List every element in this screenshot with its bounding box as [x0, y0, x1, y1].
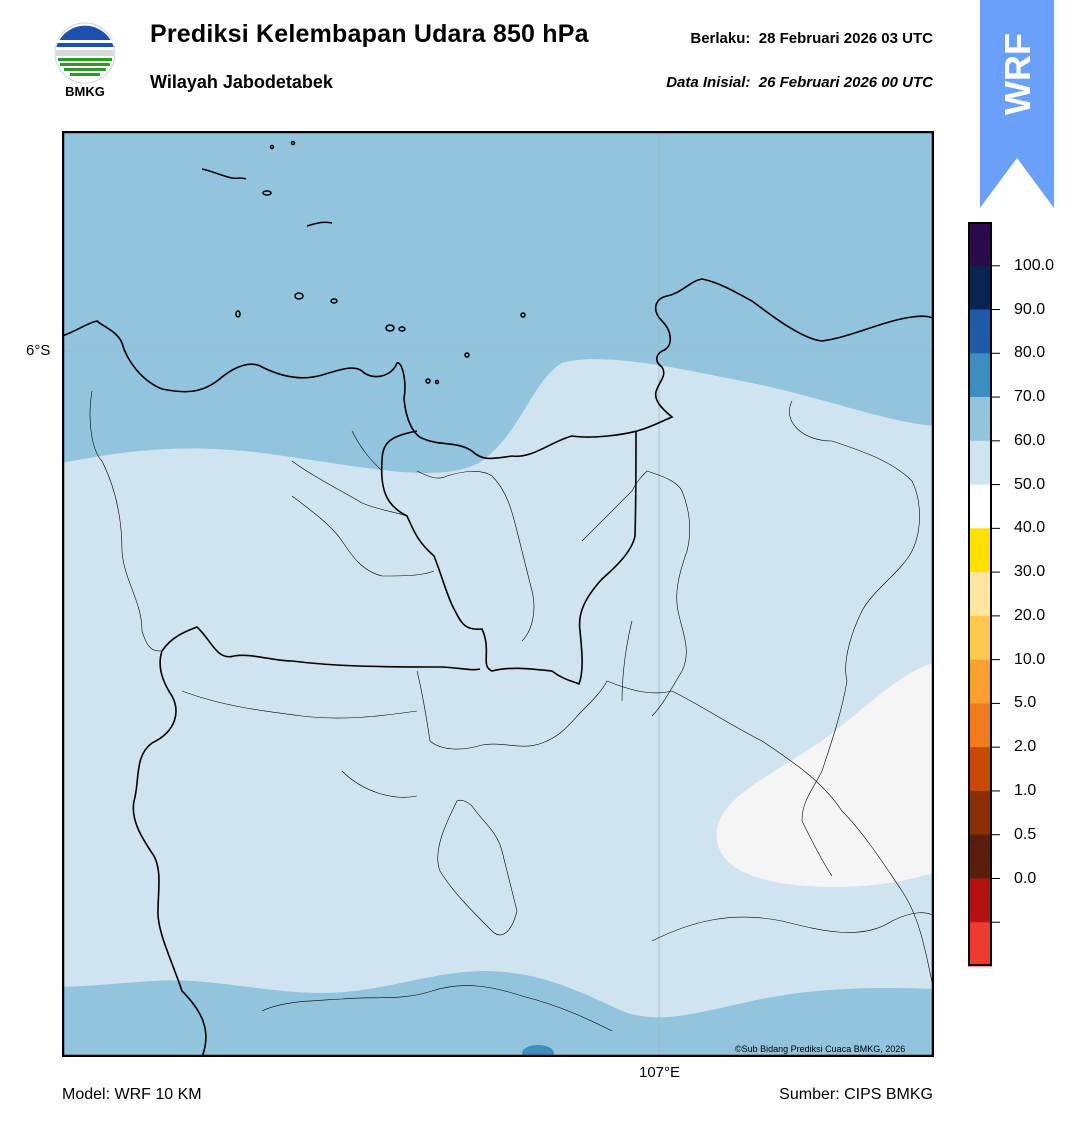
humidity-zone-medium [62, 359, 934, 1018]
colorbar-swatch [968, 353, 992, 398]
map-canvas [62, 131, 934, 1057]
colorbar-tick-label: 10.0 [1014, 650, 1046, 668]
colorbar-tick-label: 80.0 [1014, 344, 1046, 362]
bmkg-logo: BMKG [50, 20, 120, 102]
colorbar-tick-label: 0.5 [1014, 825, 1037, 843]
colorbar-swatch [968, 790, 992, 836]
page-title: Prediksi Kelembapan Udara 850 hPa [150, 20, 589, 48]
humidity-zone-very-high [522, 1045, 554, 1057]
coastline [62, 278, 934, 460]
map-credit: ©Sub Bidang Prediksi Cuaca BMKG, 2026 [735, 1044, 906, 1054]
colorbar-swatch [968, 922, 992, 967]
colorbar-tick-label: 30.0 [1014, 563, 1046, 581]
map-frame [62, 131, 934, 1057]
colorbar-tick-label: 2.0 [1014, 738, 1037, 756]
model-label: Model: WRF 10 KM [62, 1086, 202, 1103]
colorbar-tick-label: 90.0 [1014, 300, 1046, 318]
colorbar-tick-label: 5.0 [1014, 694, 1037, 712]
init-time: Data Inisial: 26 Februari 2026 00 UTC [666, 74, 933, 91]
source-label: Sumber: CIPS BMKG [779, 1086, 933, 1103]
valid-time: Berlaku: 28 Februari 2026 03 UTC [690, 30, 933, 47]
valid-time-value: 28 Februari 2026 03 UTC [758, 30, 933, 47]
colorbar-swatch [968, 484, 992, 529]
humidity-map [62, 131, 934, 1057]
colorbar-border [968, 222, 992, 966]
colorbar-swatches [968, 222, 1000, 967]
wrf-badge-label: WRF [997, 33, 1038, 115]
islands [201, 140, 526, 385]
colorbar-swatch [968, 440, 992, 486]
district-boundaries [89, 390, 934, 1032]
colorbar-tick-label: 0.0 [1014, 869, 1037, 887]
logo-text: BMKG [65, 84, 105, 99]
colorbar-swatch [968, 265, 992, 311]
colorbar [968, 222, 1000, 967]
colorbar-swatch [968, 659, 992, 704]
colorbar-swatch [968, 528, 992, 573]
init-time-label: Data Inisial: [666, 74, 751, 91]
colorbar-tick-label: 40.0 [1014, 519, 1046, 537]
init-time-value: 26 Februari 2026 00 UTC [758, 74, 933, 91]
wrf-badge: WRF [980, 0, 1054, 210]
colorbar-tick-label: 60.0 [1014, 431, 1046, 449]
colorbar-swatch [968, 834, 992, 879]
colorbar-swatch [968, 878, 992, 923]
latitude-label: 6°S [26, 342, 51, 359]
longitude-label: 107°E [639, 1064, 681, 1081]
colorbar-tick-label: 1.0 [1014, 781, 1037, 799]
colorbar-swatch [968, 397, 992, 442]
valid-time-label: Berlaku: [690, 30, 751, 47]
page-subtitle: Wilayah Jabodetabek [150, 72, 333, 92]
colorbar-swatch [968, 222, 992, 267]
colorbar-tick-label: 50.0 [1014, 475, 1046, 493]
bmkg-logo-icon [54, 22, 116, 84]
humidity-zone-low [716, 663, 934, 887]
colorbar-tick-label: 70.0 [1014, 388, 1046, 406]
colorbar-swatch [968, 615, 992, 661]
colorbar-swatch [968, 747, 992, 792]
colorbar-swatch [968, 309, 992, 354]
colorbar-swatch [968, 572, 992, 617]
colorbar-tick-label: 20.0 [1014, 606, 1046, 624]
wrf-badge-shape: WRF [980, 0, 1054, 208]
colorbar-tick-label: 100.0 [1014, 256, 1055, 274]
colorbar-swatch [968, 703, 992, 748]
